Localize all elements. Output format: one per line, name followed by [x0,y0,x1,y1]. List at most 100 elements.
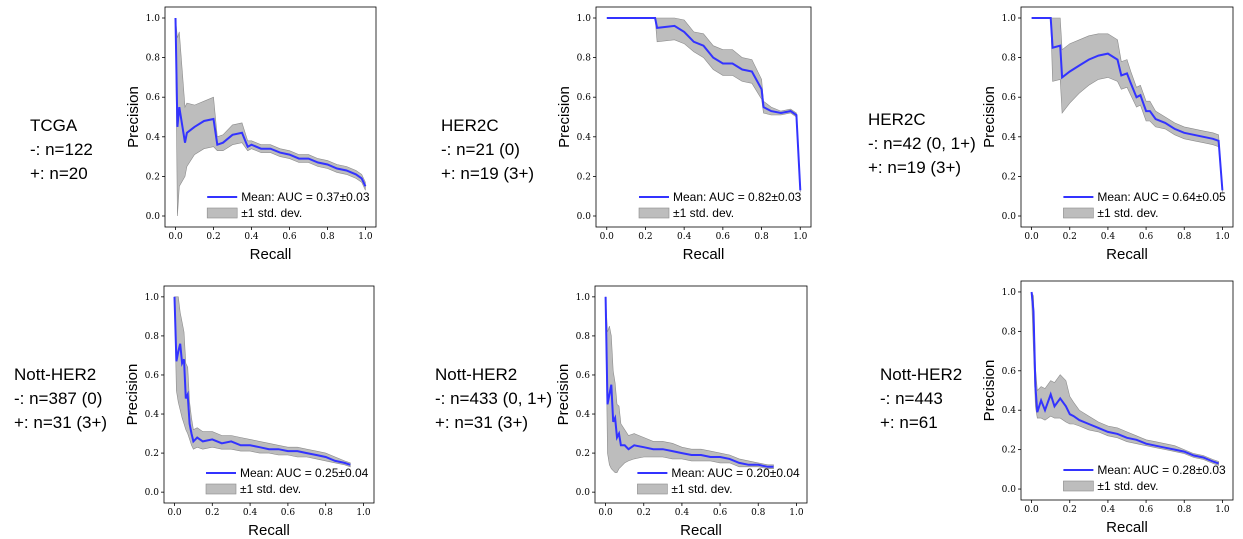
plot-frame [594,285,808,504]
y-tick-label: 1.0 [1002,14,1017,24]
plot-frame [164,6,377,228]
y-tick-label: 0.4 [1002,406,1017,416]
group-label-nott-a: Nott-HER2 -: n=387 (0) +: n=31 (3+) [14,363,107,435]
pr-curve-chart-nott-c: 0.0 0.2 0.4 0.6 0.8 1.0 0.0 0.2 0.4 0.6 0.8 1.0 Reca… [981,280,1234,536]
y-tick-label: 0.4 [577,133,592,143]
x-tick-label: 0.6 [1139,505,1154,515]
y-tick-label: 0.2 [146,172,160,182]
y-tick-label: 0.4 [146,133,161,143]
x-tick-label: 0.2 [1063,505,1077,515]
x-tick-label: 1.0 [789,508,804,518]
x-tick-label: 0.0 [1024,232,1039,242]
group-name: HER2C [868,110,926,129]
legend-std-label: ±1 std. dev. [241,206,302,220]
mean-pr-line [1031,17,1224,191]
y-tick-label: 0.0 [1002,485,1017,495]
y-tick-label: 1.0 [577,14,592,24]
y-tick-label: 1.0 [146,14,161,24]
group-label-tcga: TCGA -: n=122 +: n=20 [30,114,93,186]
legend-std-label: ±1 std. dev. [673,206,734,220]
legend-std-swatch [205,483,237,495]
std-dev-band [174,296,351,468]
y-tick-label: 0.0 [576,488,591,498]
legend-std-label: ±1 std. dev. [671,482,732,496]
pr-curve-chart-tcga: 0.0 0.2 0.4 0.6 0.8 1.0 0.0 0.2 0.4 0.6 0.8 1.0 Reca… [125,6,377,263]
group-name: Nott-HER2 [435,365,518,384]
x-tick-label: 0.8 [320,232,335,242]
y-axis-title: Precision [981,360,998,422]
legend-std-swatch [1063,480,1094,492]
x-tick-label: 0.8 [1177,232,1192,242]
x-tick-label: 0.0 [598,508,613,518]
legend-mean-label: Mean: AUC = 0.82±0.03 [673,190,802,204]
y-axis-title: Precision [124,364,141,426]
x-tick-label: 0.6 [713,508,728,518]
plot-area [164,286,374,503]
x-tick-label: 0.4 [1101,505,1116,515]
group-name: TCGA [30,116,78,135]
y-tick-label: 0.6 [1002,93,1017,103]
legend-mean-label: Mean: AUC = 0.28±0.03 [1097,463,1226,477]
legend-std-swatch [637,483,668,495]
y-tick-label: 0.4 [576,410,591,420]
x-tick-label: 0.6 [281,508,296,518]
legend-mean-label: Mean: AUC = 0.64±0.05 [1097,190,1226,204]
legend-std-swatch [206,207,238,219]
x-tick-label: 0.0 [600,232,615,242]
y-tick-label: 0.8 [576,332,591,342]
y-tick-label: 0.0 [1002,212,1017,222]
x-tick-label: 0.6 [716,232,731,242]
x-tick-label: 0.6 [282,232,297,242]
negative-count: -: n=42 (0, 1+) [868,134,976,153]
x-tick-label: 0.2 [205,508,219,518]
pr-curve-chart-her2c-b: 0.0 0.2 0.4 0.6 0.8 1.0 0.0 0.2 0.4 0.6 0.8 1.0 Reca… [981,6,1234,263]
x-tick-label: 0.0 [1024,505,1039,515]
y-tick-label: 0.0 [146,212,161,222]
std-dev-band [1031,291,1219,466]
x-tick-label: 1.0 [1215,505,1230,515]
x-axis-title: Recall [248,522,290,539]
x-axis-title: Recall [250,246,292,263]
y-axis-title: Precision [981,86,998,148]
legend-std-label: ±1 std. dev. [240,482,301,496]
y-tick-label: 0.0 [145,488,160,498]
mean-pr-line [606,17,802,191]
negative-count: -: n=387 (0) [14,389,103,408]
x-tick-label: 0.0 [167,508,182,518]
group-name: Nott-HER2 [14,365,97,384]
y-tick-label: 0.8 [146,54,161,64]
y-tick-label: 0.4 [145,410,160,420]
plot-frame [163,285,375,504]
mean-pr-line [1030,291,1219,465]
y-tick-label: 0.6 [577,93,592,103]
y-tick-label: 1.0 [576,293,591,303]
pr-curve-chart-nott-a: 0.0 0.2 0.4 0.6 0.8 1.0 0.0 0.2 0.4 0.6 0.8 1.0 Reca… [124,285,375,539]
y-tick-label: 0.8 [1002,327,1017,337]
y-tick-label: 0.2 [576,449,590,459]
negative-count: -: n=21 (0) [441,140,520,159]
legend-std-swatch [638,207,670,219]
y-axis-title: Precision [555,364,572,426]
x-tick-label: 1.0 [1215,232,1230,242]
group-label-her2c-a: HER2C -: n=21 (0) +: n=19 (3+) [441,114,534,186]
legend-mean-label: Mean: AUC = 0.20±0.04 [671,466,800,480]
x-tick-label: 0.4 [243,508,258,518]
x-tick-label: 1.0 [358,232,373,242]
y-tick-label: 0.0 [577,212,592,222]
y-axis-title: Precision [125,86,142,148]
y-tick-label: 0.4 [1002,133,1017,143]
x-axis-title: Recall [1106,519,1148,536]
y-tick-label: 1.0 [145,293,160,303]
x-tick-label: 0.4 [1101,232,1116,242]
mean-pr-line [173,296,351,466]
positive-count: +: n=31 (3+) [435,413,529,432]
y-tick-label: 0.6 [145,371,160,381]
negative-count: -: n=122 [30,140,93,159]
x-axis-title: Recall [680,522,722,539]
mean-pr-line [174,17,367,187]
pr-curve-chart-her2c-a: 0.0 0.2 0.4 0.6 0.8 1.0 0.0 0.2 0.4 0.6 0.8 1.0 Reca… [556,6,812,263]
positive-count: +: n=19 (3+) [868,158,962,177]
y-tick-label: 0.2 [1002,446,1016,456]
x-tick-label: 0.8 [1177,505,1192,515]
y-tick-label: 0.2 [1002,172,1016,182]
